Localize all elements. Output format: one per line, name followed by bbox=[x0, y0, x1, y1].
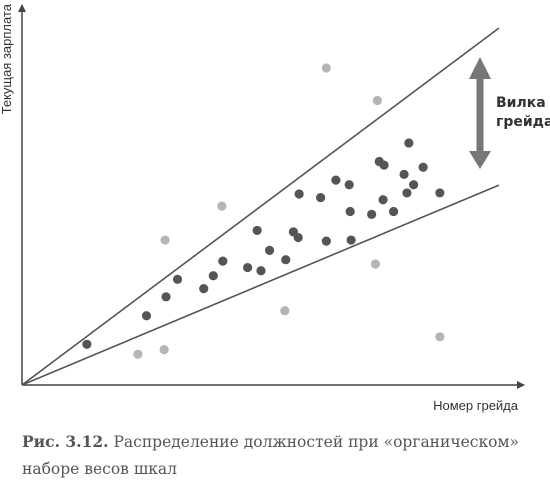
point-inside-28 bbox=[402, 188, 412, 198]
boundary-line-lower bbox=[21, 184, 500, 386]
point-inside-4 bbox=[172, 274, 183, 284]
grade-range-boundaries bbox=[21, 27, 500, 386]
point-outside-6 bbox=[280, 306, 290, 316]
point-outside-3 bbox=[217, 201, 227, 211]
boundary-line-upper bbox=[21, 27, 500, 386]
double-arrow-shaft bbox=[476, 77, 484, 153]
point-inside-18 bbox=[331, 175, 341, 185]
point-inside-5 bbox=[199, 284, 209, 294]
point-inside-21 bbox=[346, 235, 356, 245]
annotation-line-2: грейда bbox=[496, 114, 550, 130]
point-outside-5 bbox=[370, 259, 381, 269]
double-arrow-top-head bbox=[469, 57, 491, 79]
figure-number: Рис. 3.12. bbox=[22, 432, 109, 451]
point-outside-7 bbox=[159, 345, 169, 355]
point-inside-24 bbox=[378, 195, 388, 205]
point-inside-16 bbox=[316, 192, 326, 203]
point-inside-12 bbox=[281, 255, 291, 265]
point-outside-2 bbox=[372, 95, 382, 106]
point-inside-14 bbox=[293, 232, 303, 243]
point-inside-10 bbox=[256, 266, 266, 276]
point-inside-1 bbox=[82, 339, 92, 349]
annotation-line-1: Вилка bbox=[496, 95, 546, 111]
point-inside-31 bbox=[418, 162, 428, 172]
x-axis-label: Номер грейда bbox=[433, 398, 519, 413]
point-inside-6 bbox=[208, 271, 218, 281]
point-outside-8 bbox=[133, 349, 143, 359]
figure-caption: Рис. 3.12. Распределение должностей при … bbox=[22, 428, 542, 483]
grade-range-annotation: Вилка грейда bbox=[469, 57, 550, 169]
point-outside-1 bbox=[321, 63, 331, 73]
point-inside-3 bbox=[161, 292, 171, 302]
point-inside-15 bbox=[294, 189, 304, 199]
caption-text: Распределение должностей при «органическ… bbox=[22, 433, 520, 478]
point-inside-8 bbox=[243, 262, 253, 273]
point-inside-27 bbox=[399, 169, 409, 179]
point-outside-4 bbox=[160, 235, 170, 245]
point-outside-9 bbox=[435, 332, 445, 342]
point-inside-26 bbox=[388, 206, 399, 217]
point-inside-9 bbox=[252, 225, 262, 236]
point-inside-29 bbox=[404, 138, 414, 148]
point-inside-11 bbox=[264, 245, 275, 256]
point-inside-32 bbox=[435, 188, 445, 198]
point-inside-30 bbox=[409, 180, 419, 190]
y-axis-label: Текущая зарплата bbox=[0, 3, 14, 114]
point-inside-19 bbox=[344, 180, 354, 190]
point-inside-2 bbox=[141, 311, 152, 321]
point-inside-20 bbox=[345, 206, 355, 217]
point-inside-25 bbox=[379, 160, 389, 170]
data-points bbox=[82, 63, 445, 359]
point-inside-7 bbox=[218, 256, 228, 266]
point-inside-22 bbox=[367, 209, 377, 219]
double-arrow-bottom-head bbox=[469, 151, 491, 169]
point-inside-17 bbox=[321, 236, 331, 246]
